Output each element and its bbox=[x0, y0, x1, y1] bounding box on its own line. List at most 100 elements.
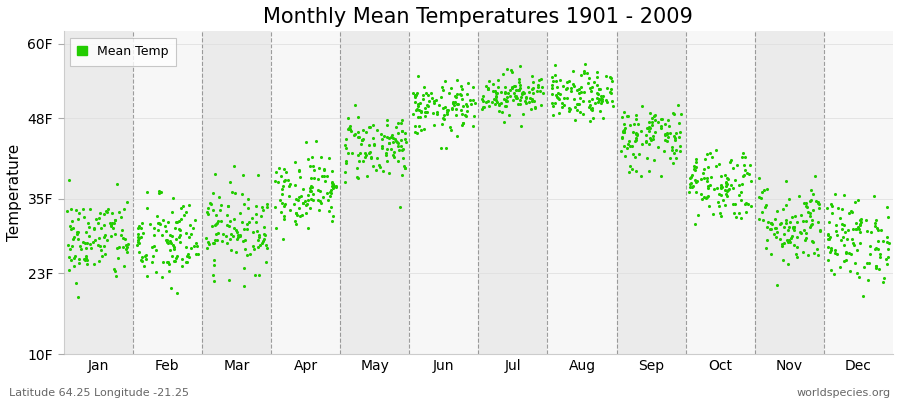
Point bbox=[646, 133, 661, 140]
Point bbox=[792, 193, 806, 199]
Point bbox=[458, 112, 473, 118]
Point bbox=[389, 124, 403, 130]
Point bbox=[573, 108, 588, 115]
Point bbox=[227, 163, 241, 170]
Point bbox=[738, 200, 752, 207]
Point bbox=[176, 203, 191, 210]
Point bbox=[534, 102, 548, 108]
Point bbox=[268, 225, 283, 232]
Point bbox=[512, 76, 526, 82]
Point bbox=[671, 102, 686, 109]
Point bbox=[713, 210, 727, 216]
Point bbox=[257, 232, 272, 238]
Point bbox=[544, 85, 559, 92]
Point bbox=[701, 183, 716, 189]
Point bbox=[236, 238, 250, 245]
Point bbox=[839, 249, 853, 256]
Point bbox=[881, 254, 896, 260]
Point bbox=[167, 257, 182, 264]
Point bbox=[130, 234, 145, 240]
Point bbox=[776, 256, 790, 263]
Point bbox=[224, 230, 238, 237]
Point bbox=[248, 219, 263, 225]
Point bbox=[117, 263, 131, 269]
Point bbox=[326, 184, 340, 191]
Point bbox=[853, 222, 868, 228]
Point bbox=[83, 206, 97, 212]
Point bbox=[323, 189, 338, 196]
Point bbox=[486, 87, 500, 94]
Point bbox=[658, 120, 672, 127]
Point bbox=[478, 98, 492, 105]
Point bbox=[498, 84, 512, 90]
Point bbox=[697, 166, 711, 172]
Point bbox=[476, 98, 491, 104]
Point bbox=[61, 242, 76, 248]
Point bbox=[850, 247, 864, 254]
Point bbox=[116, 206, 130, 212]
Point bbox=[647, 156, 662, 163]
Point bbox=[844, 250, 859, 257]
Point bbox=[446, 102, 461, 108]
Point bbox=[256, 206, 270, 213]
Point bbox=[546, 103, 561, 110]
Point bbox=[236, 172, 250, 178]
Point bbox=[346, 132, 361, 138]
Point bbox=[682, 189, 697, 196]
Point bbox=[176, 212, 191, 218]
Point bbox=[846, 226, 860, 232]
Point bbox=[490, 89, 504, 96]
Point bbox=[499, 103, 513, 110]
Point bbox=[425, 95, 439, 102]
Point bbox=[131, 249, 146, 255]
Point bbox=[104, 222, 118, 228]
Point bbox=[831, 205, 845, 212]
Point bbox=[626, 150, 640, 157]
Point bbox=[657, 147, 671, 154]
Point bbox=[209, 221, 223, 228]
Point bbox=[450, 90, 464, 97]
Point bbox=[170, 219, 184, 225]
Point bbox=[734, 196, 748, 203]
Point bbox=[379, 152, 393, 158]
Point bbox=[274, 172, 289, 179]
Point bbox=[742, 171, 756, 177]
Point bbox=[190, 243, 204, 249]
Point bbox=[116, 235, 130, 242]
Point bbox=[167, 246, 182, 252]
Point bbox=[556, 83, 571, 90]
Point bbox=[825, 203, 840, 210]
Point bbox=[94, 247, 108, 253]
Point bbox=[179, 259, 194, 265]
Point bbox=[68, 206, 83, 213]
Point bbox=[688, 156, 703, 162]
Point bbox=[643, 124, 657, 131]
Point bbox=[653, 125, 668, 132]
Point bbox=[78, 257, 93, 263]
Point bbox=[131, 225, 146, 232]
Point bbox=[206, 240, 220, 246]
Point bbox=[835, 234, 850, 240]
Point bbox=[227, 216, 241, 222]
Point bbox=[702, 202, 716, 209]
Point bbox=[572, 95, 587, 101]
Point bbox=[288, 182, 302, 188]
Point bbox=[242, 218, 256, 225]
Point bbox=[700, 192, 715, 199]
Point bbox=[108, 231, 122, 238]
Point bbox=[564, 85, 579, 91]
Point bbox=[689, 178, 704, 185]
Point bbox=[172, 225, 186, 232]
Point bbox=[427, 97, 441, 104]
Point bbox=[686, 183, 700, 189]
Point bbox=[395, 155, 410, 162]
Point bbox=[212, 218, 226, 224]
Point bbox=[110, 245, 124, 252]
Point bbox=[717, 172, 732, 179]
Point bbox=[414, 127, 428, 133]
Point bbox=[735, 154, 750, 160]
Point bbox=[722, 186, 736, 192]
Point bbox=[759, 202, 773, 209]
Point bbox=[115, 227, 130, 233]
Point bbox=[86, 226, 101, 233]
